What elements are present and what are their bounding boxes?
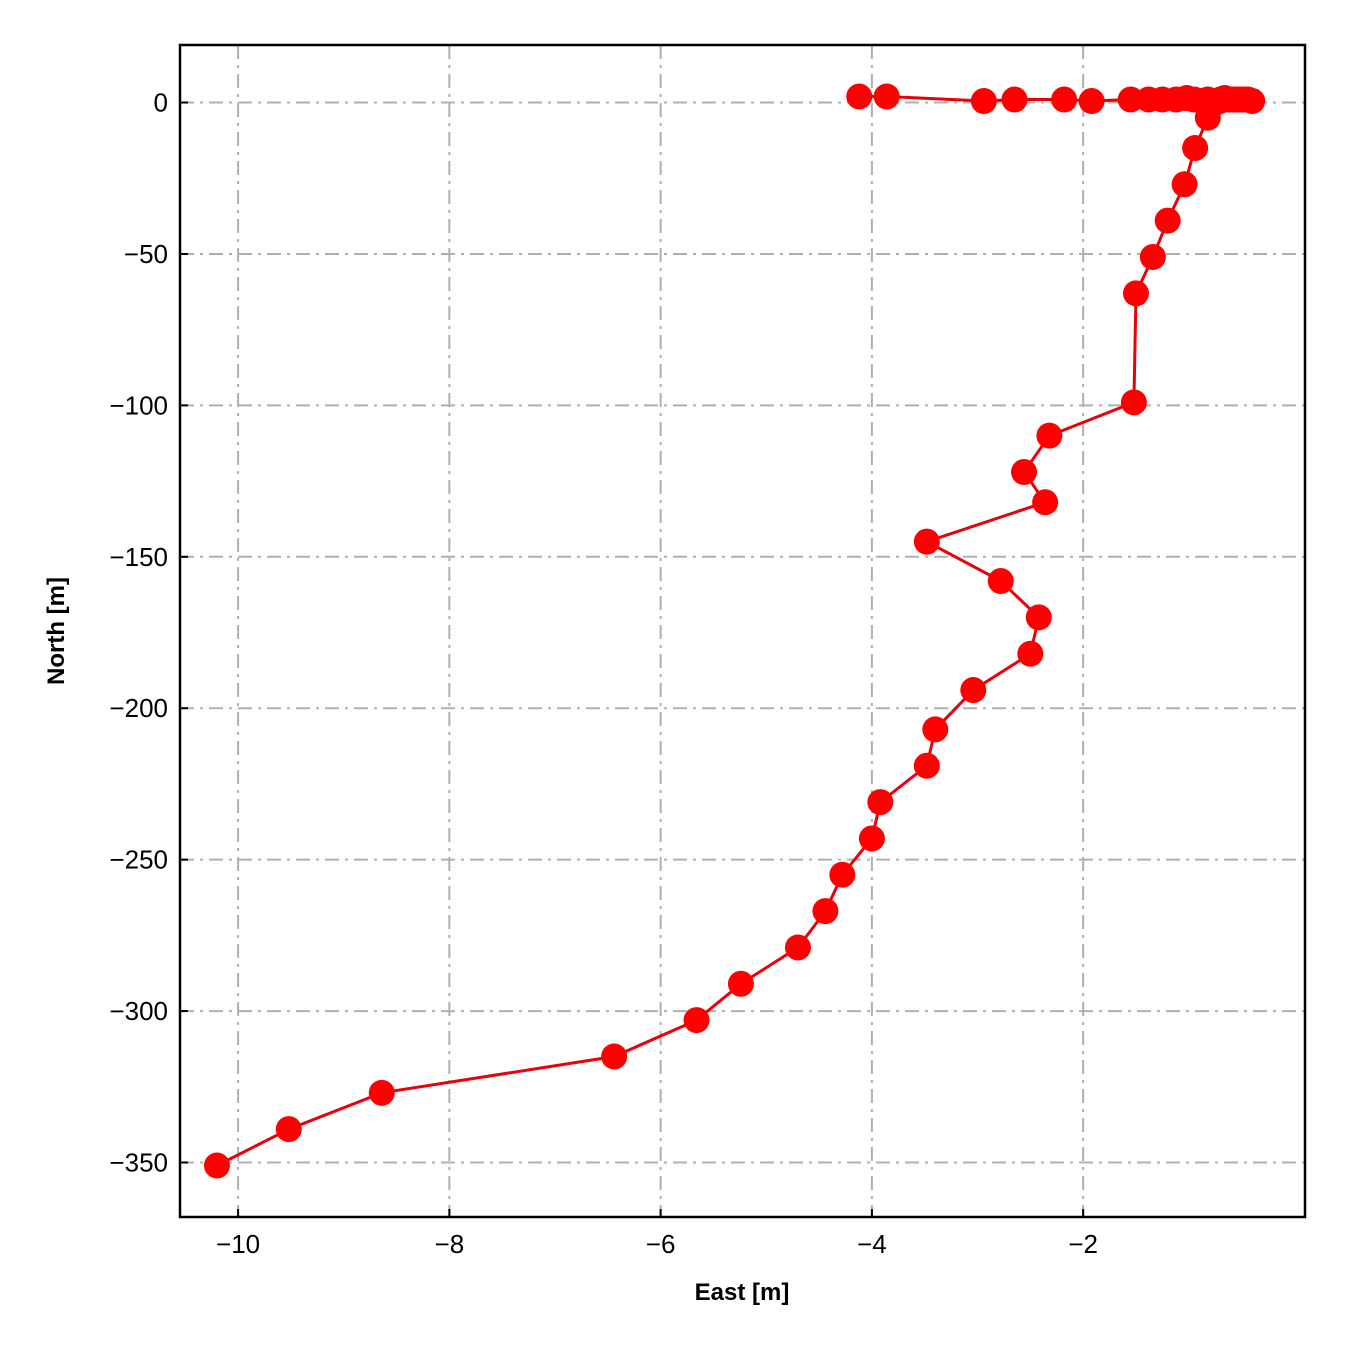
data-point xyxy=(368,1079,395,1106)
data-point xyxy=(970,88,997,115)
data-point xyxy=(812,898,839,925)
data-point xyxy=(858,825,885,852)
data-point xyxy=(1182,134,1209,161)
data-point xyxy=(1036,422,1063,449)
plot-frame xyxy=(178,43,1307,1219)
data-point xyxy=(601,1043,628,1070)
y-tick-labels: 0 −50 −100 −150 −200 −250 −300 −350 xyxy=(109,88,168,1178)
y-tick-label: −350 xyxy=(109,1147,168,1177)
x-tick-label: −8 xyxy=(435,1229,465,1259)
x-tick-label: −10 xyxy=(216,1229,260,1259)
data-point xyxy=(275,1116,302,1143)
y-tick-label: −300 xyxy=(109,996,168,1026)
series-line xyxy=(216,95,1257,1167)
y-axis-label: North [m] xyxy=(43,577,70,685)
data-point xyxy=(1120,389,1147,416)
x-axis-label: East [m] xyxy=(695,1279,790,1306)
series-markers xyxy=(203,83,1266,1179)
x-tick-label: −2 xyxy=(1068,1229,1098,1259)
y-tick-label: −100 xyxy=(109,390,168,420)
data-point xyxy=(1032,489,1059,516)
data-point xyxy=(683,1007,710,1034)
data-point xyxy=(913,528,940,555)
y-tick-label: −50 xyxy=(124,239,168,269)
data-point xyxy=(1025,604,1052,631)
data-point xyxy=(1171,171,1198,198)
data-point xyxy=(913,752,940,779)
y-tick-label: −200 xyxy=(109,693,168,723)
data-point xyxy=(846,83,873,110)
data-point xyxy=(1194,104,1221,131)
data-point xyxy=(1011,459,1038,486)
data-point xyxy=(1154,207,1181,234)
data-point xyxy=(727,970,754,997)
grid-lines xyxy=(180,45,1305,1217)
data-point xyxy=(1122,280,1149,307)
y-tick-label: 0 xyxy=(154,88,168,118)
data-point xyxy=(829,861,856,888)
data-point xyxy=(1051,86,1078,113)
data-point xyxy=(1017,640,1044,667)
data-point xyxy=(203,1152,230,1179)
data-point xyxy=(960,677,987,704)
y-tick-label: −150 xyxy=(109,542,168,572)
data-point xyxy=(1001,86,1028,113)
data-point xyxy=(1239,88,1266,115)
data-point xyxy=(1139,243,1166,270)
x-tick-label: −6 xyxy=(646,1229,676,1259)
data-point xyxy=(873,83,900,110)
data-point xyxy=(1117,86,1144,113)
data-point xyxy=(987,568,1014,595)
x-tick-label: −4 xyxy=(857,1229,887,1259)
data-point xyxy=(867,789,894,816)
data-point xyxy=(1078,88,1105,115)
y-tick-label: −250 xyxy=(109,845,168,875)
x-tick-labels: −10 −8 −6 −4 −2 xyxy=(216,1229,1098,1259)
tick-marks xyxy=(180,101,1085,1217)
data-point xyxy=(922,716,949,743)
data-point xyxy=(784,934,811,961)
